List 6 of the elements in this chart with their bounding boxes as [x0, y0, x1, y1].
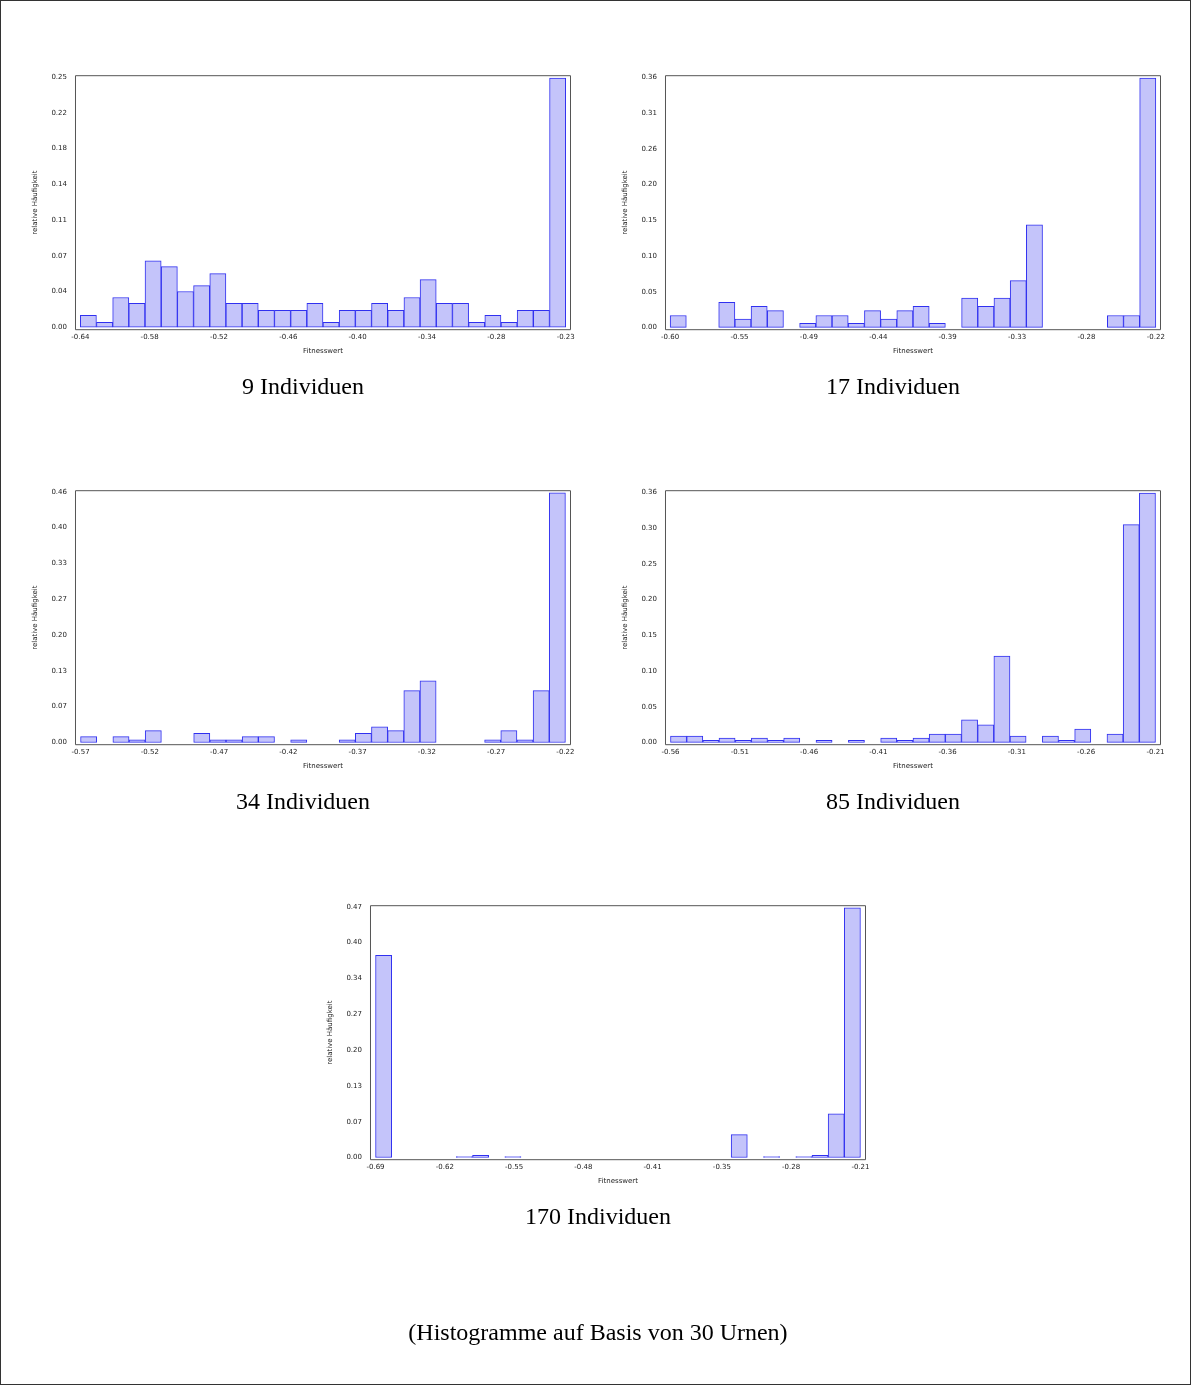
text: 85 Individuen [825, 788, 961, 815]
text: 170 Individuen [524, 1203, 672, 1230]
text: 34 Individuen [235, 788, 371, 815]
text: 9 Individuen [241, 373, 365, 400]
text: (Histogramme auf Basis von 30 Urnen) [407, 1319, 789, 1346]
text: 17 Individuen [825, 373, 961, 400]
